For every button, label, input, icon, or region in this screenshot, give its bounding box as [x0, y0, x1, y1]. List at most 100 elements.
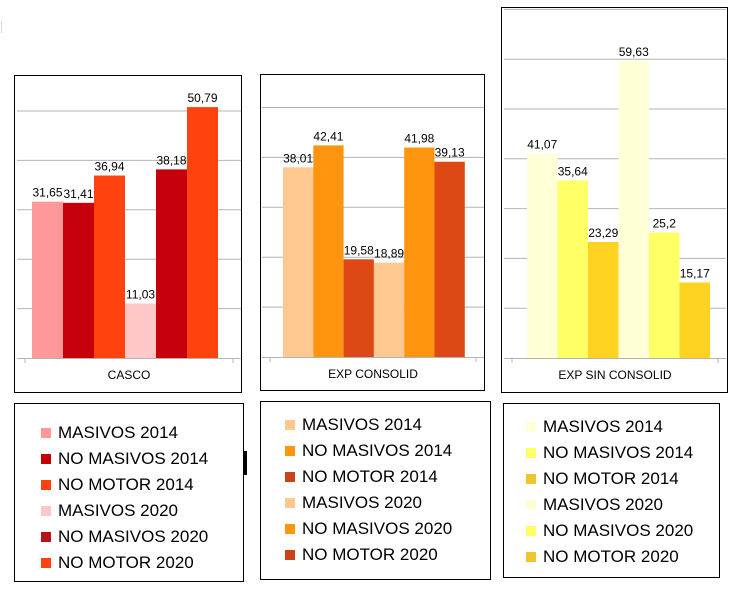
- bar-masivos-2020: [373, 262, 405, 357]
- data-label-masivos-2014: 41,07: [527, 137, 557, 151]
- bar-masivos-2014: [32, 201, 63, 358]
- bar-no-masivos-2020: [404, 147, 435, 357]
- legend-label: NO MASIVOS 2014: [302, 441, 453, 460]
- data-label-no-masivos-2014: 35,64: [558, 165, 588, 179]
- bar-no-masivos-2014: [557, 180, 588, 358]
- legend-label: NO MOTOR 2020: [302, 545, 438, 564]
- legend-label: NO MOTOR 2014: [58, 475, 194, 494]
- legend-item-no-motor-2020: NO MOTOR 2020: [526, 546, 679, 568]
- legend-swatch: [41, 506, 51, 516]
- bar-no-motor-2014: [94, 175, 125, 358]
- data-label-no-motor-2014: 19,58: [344, 243, 374, 257]
- legend-label: NO MASIVOS 2014: [543, 443, 694, 462]
- legend-exp-sin-consolid: MASIVOS 2014 NO MASIVOS 2014 NO MOTOR 2014…: [503, 403, 720, 578]
- data-label-masivos-2014: 38,01: [283, 151, 313, 165]
- legend-item-no-motor-2020: NO MOTOR 2020: [285, 544, 438, 566]
- data-label-masivos-2020: 18,89: [374, 247, 404, 261]
- legend-item-no-masivos-2020: NO MASIVOS 2020: [526, 520, 693, 542]
- legend-item-no-masivos-2014: NO MASIVOS 2014: [41, 448, 208, 470]
- legend-swatch: [526, 526, 536, 536]
- legend-item-no-masivos-2020: NO MASIVOS 2020: [285, 518, 452, 540]
- category-label: CASCO: [108, 368, 151, 382]
- chart-exp-consolid: 38,01 42,41 19,58 18,89 41,98 39,13 EXP CONSOL…: [260, 74, 485, 391]
- data-label-no-motor-2020: 50,79: [187, 91, 217, 105]
- legend-swatch: [526, 422, 536, 432]
- legend-label: NO MOTOR 2020: [543, 547, 679, 566]
- category-label: EXP SIN CONSOLID: [558, 368, 671, 382]
- data-label-no-masivos-2014: 42,41: [313, 129, 343, 143]
- legend-item-no-motor-2020: NO MOTOR 2020: [41, 552, 194, 574]
- legend-item-masivos-2020: MASIVOS 2020: [285, 492, 422, 514]
- legend-swatch: [285, 446, 295, 456]
- legend-item-masivos-2020: MASIVOS 2020: [41, 500, 178, 522]
- legend-label: NO MOTOR 2020: [58, 553, 194, 572]
- legend-label: MASIVOS 2014: [543, 417, 664, 436]
- legend-swatch: [285, 472, 295, 482]
- legend-swatch: [285, 420, 295, 430]
- bar-masivos-2014: [283, 167, 314, 357]
- bar-no-motor-2020: [434, 161, 465, 357]
- bar-no-motor-2020: [679, 282, 710, 358]
- category-label: EXP CONSOLID: [328, 367, 418, 381]
- bar-no-motor-2014: [588, 242, 619, 358]
- data-label-masivos-2020: 59,63: [619, 45, 649, 59]
- legend-swatch: [41, 532, 51, 542]
- legend-swatch: [41, 480, 51, 490]
- data-label-no-masivos-2020: 41,98: [404, 132, 434, 146]
- data-label-masivos-2014: 31,65: [32, 186, 62, 200]
- bar-no-masivos-2020: [156, 169, 187, 358]
- stray-mark: [244, 451, 247, 475]
- chart-casco: 31,65 31,41 36,94 11,03 38,18 50,79 CASCO: [14, 75, 242, 393]
- legend-swatch: [526, 552, 536, 562]
- legend-label: NO MASIVOS 2014: [58, 449, 209, 468]
- bar-masivos-2020: [618, 61, 649, 358]
- legend-swatch: [526, 474, 536, 484]
- bar-no-masivos-2020: [649, 232, 680, 358]
- legend-item-no-masivos-2014: NO MASIVOS 2014: [285, 440, 452, 462]
- legend-item-no-motor-2014: NO MOTOR 2014: [285, 466, 438, 488]
- legend-swatch: [285, 498, 295, 508]
- legend-item-no-motor-2014: NO MOTOR 2014: [526, 468, 679, 490]
- legend-label: MASIVOS 2020: [58, 501, 179, 520]
- legend-swatch: [41, 428, 51, 438]
- legend-item-masivos-2014: MASIVOS 2014: [41, 422, 178, 444]
- legend-label: MASIVOS 2020: [302, 493, 423, 512]
- legend-label: NO MOTOR 2014: [302, 467, 438, 486]
- legend-item-masivos-2014: MASIVOS 2014: [285, 414, 422, 436]
- legend-label: NO MASIVOS 2020: [543, 521, 694, 540]
- bar-no-motor-2020: [187, 107, 218, 358]
- data-label-no-motor-2014: 36,94: [94, 160, 124, 174]
- legend-item-masivos-2020: MASIVOS 2020: [526, 494, 663, 516]
- legend-swatch: [41, 454, 51, 464]
- legend-item-no-masivos-2020: NO MASIVOS 2020: [41, 526, 208, 548]
- legend-label: NO MOTOR 2014: [543, 469, 679, 488]
- legend-swatch: [526, 448, 536, 458]
- bar-no-motor-2014: [343, 259, 374, 357]
- legend-item-no-masivos-2014: NO MASIVOS 2014: [526, 442, 693, 464]
- data-label-no-masivos-2014: 31,41: [63, 187, 93, 201]
- legend-item-no-motor-2014: NO MOTOR 2014: [41, 474, 194, 496]
- legend-exp-consolid: MASIVOS 2014 NO MASIVOS 2014 NO MOTOR 2014…: [260, 401, 491, 580]
- legend-swatch: [526, 500, 536, 510]
- data-label-masivos-2020: 11,03: [126, 288, 155, 302]
- bar-masivos-2014: [527, 153, 558, 358]
- legend-swatch: [285, 550, 295, 560]
- bar-masivos-2020: [125, 303, 156, 358]
- data-label-no-motor-2020: 39,13: [435, 146, 465, 160]
- legend-label: MASIVOS 2014: [302, 415, 423, 434]
- legend-label: NO MASIVOS 2020: [58, 527, 209, 546]
- bar-no-masivos-2014: [313, 145, 344, 357]
- legend-label: NO MASIVOS 2020: [302, 519, 453, 538]
- legend-label: MASIVOS 2014: [58, 423, 179, 442]
- chart-exp-sin-consolid: 41,07 35,64 23,29 59,63 25,2 15,17 EXP SIN CON…: [501, 7, 728, 393]
- legend-casco: MASIVOS 2014 NO MASIVOS 2014 NO MOTOR 2014…: [14, 403, 244, 582]
- data-label-no-masivos-2020: 38,18: [156, 153, 186, 167]
- bar-no-masivos-2014: [63, 202, 94, 358]
- legend-label: MASIVOS 2020: [543, 495, 664, 514]
- legend-item-masivos-2014: MASIVOS 2014: [526, 416, 663, 438]
- data-label-no-masivos-2020: 25,2: [653, 217, 677, 231]
- legend-swatch: [285, 524, 295, 534]
